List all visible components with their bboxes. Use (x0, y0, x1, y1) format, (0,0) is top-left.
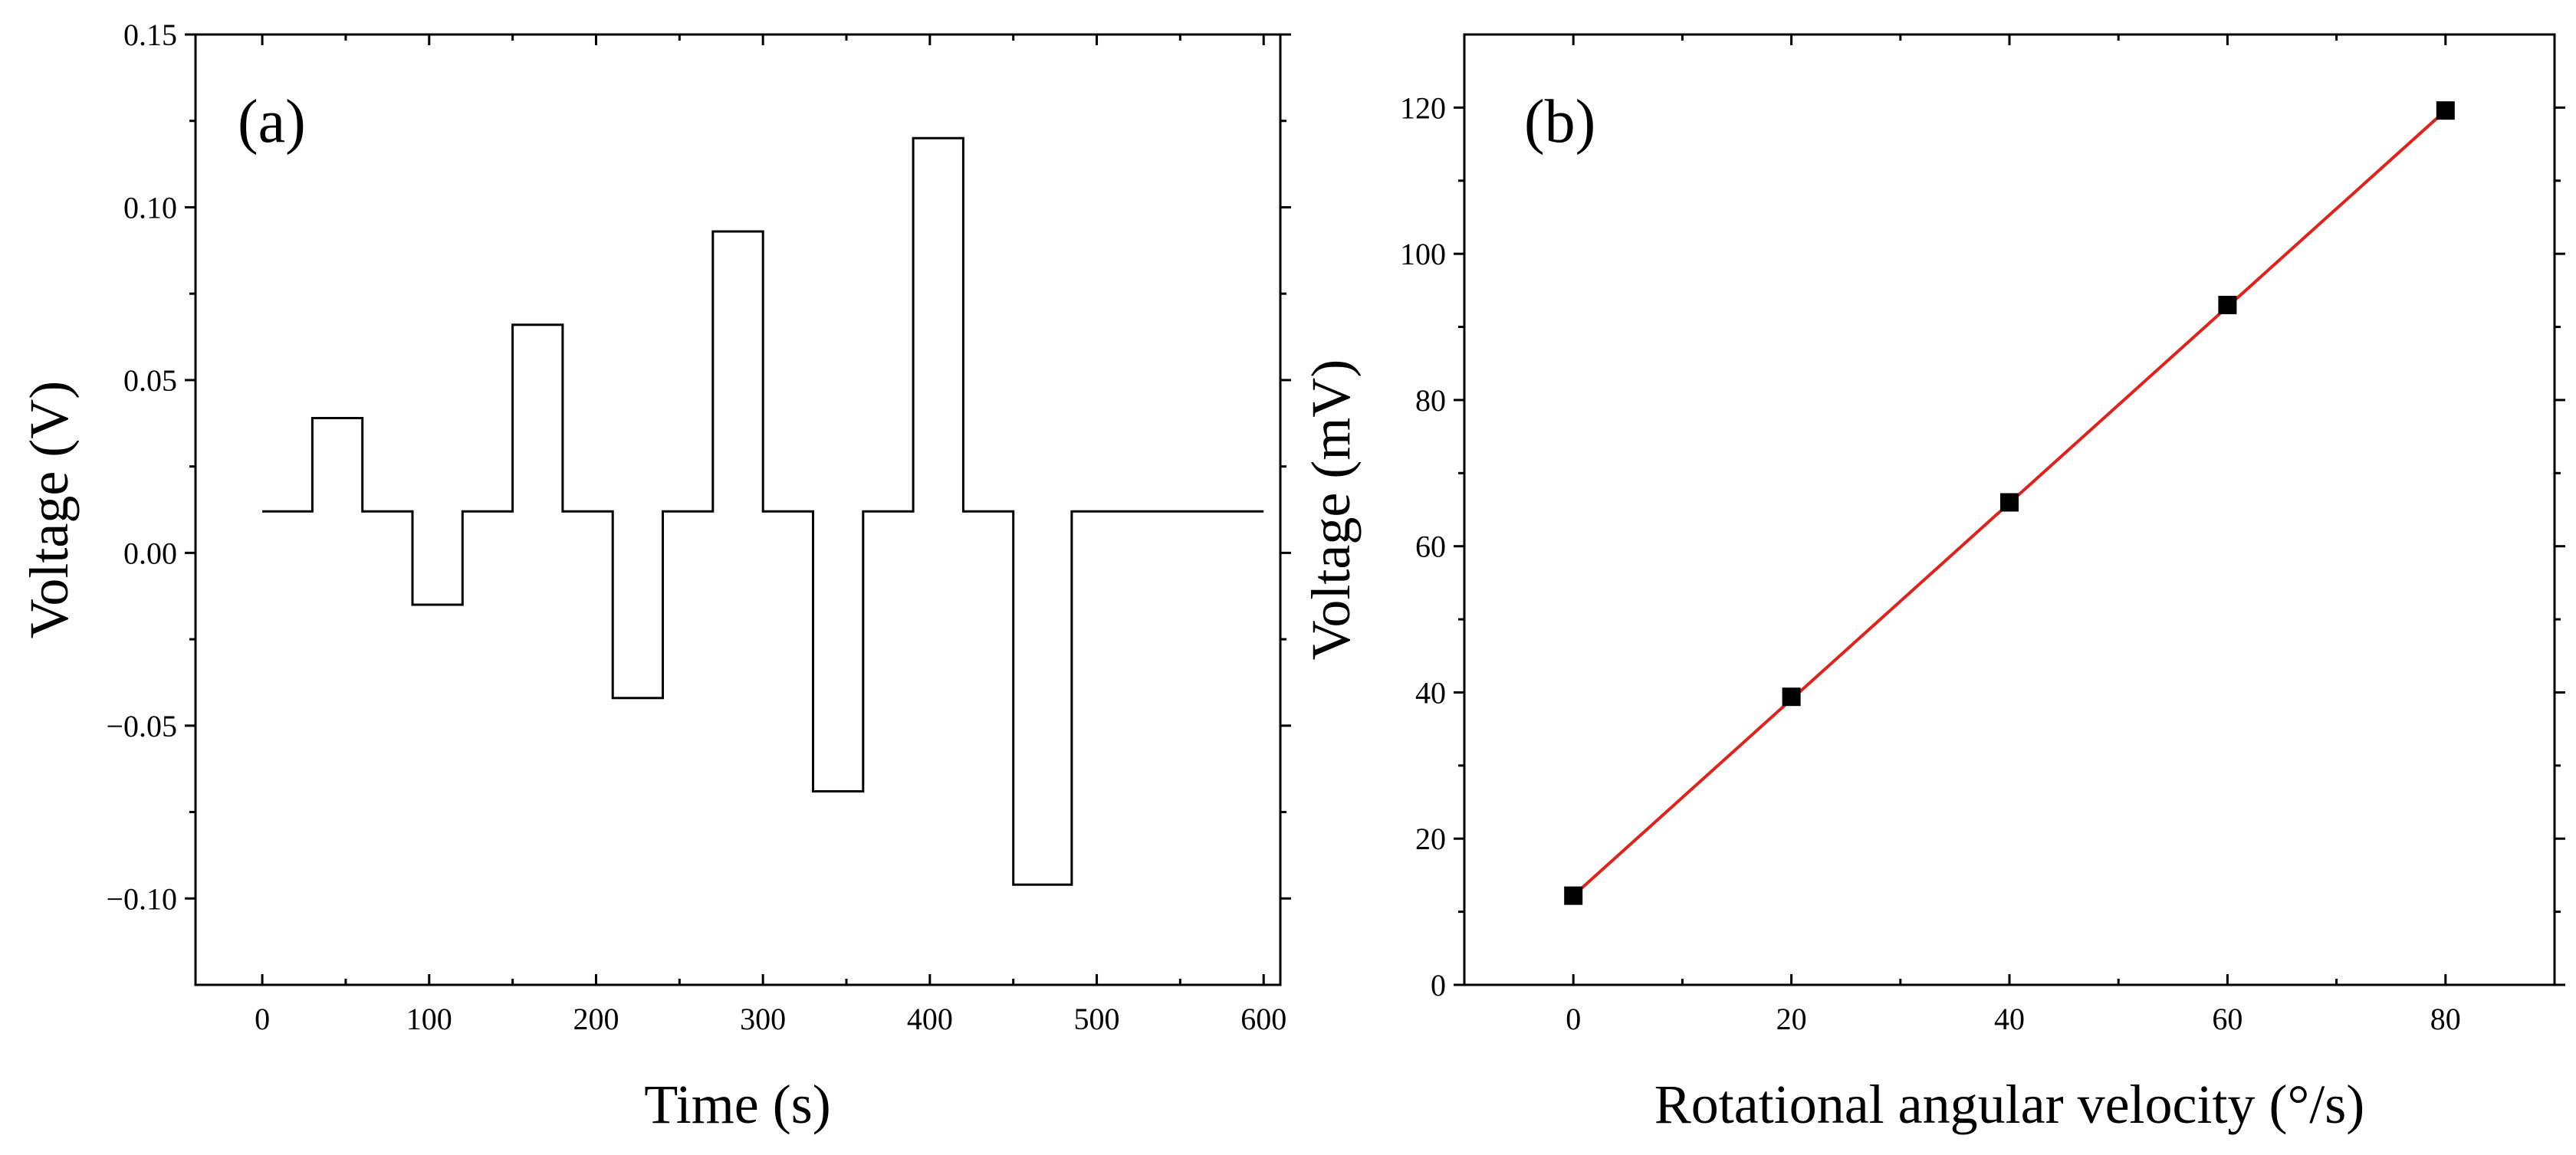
panel-b-ticks: 0 20 40 60 80 0 20 40 60 80 100 120 (1400, 34, 2565, 1036)
data-point (2436, 101, 2455, 120)
y-tick-label: 20 (1415, 822, 1446, 856)
panel-b-y-axis-title: Voltage (mV) (1300, 359, 1362, 661)
panel-b-marks (1564, 101, 2455, 905)
y-tick-label: 0.05 (123, 363, 177, 398)
data-point (1564, 886, 1583, 905)
x-tick-label: 20 (1776, 1002, 1807, 1036)
y-tick-label: 0.10 (123, 190, 177, 225)
y-tick-label: 60 (1415, 530, 1446, 564)
panel-a-x-axis-title: Time (s) (644, 1074, 830, 1135)
x-tick-label: 600 (1240, 1002, 1286, 1036)
voltage-trace (262, 136, 1264, 886)
y-tick-label: 120 (1400, 90, 1446, 125)
data-point (2218, 295, 2237, 314)
x-tick-label: 60 (2212, 1002, 2242, 1036)
y-tick-label: 80 (1415, 383, 1446, 418)
y-tick-label: −0.05 (106, 709, 177, 743)
x-tick-label: 40 (1994, 1002, 2025, 1036)
panel-a-y-axis-title: Voltage (V) (18, 381, 80, 639)
panel-b-plot: 0 20 40 60 80 0 20 40 60 80 100 120 (b) Rotational … (1300, 33, 2565, 1135)
data-point (1782, 687, 1801, 707)
panel-b-x-axis-title: Rotational angular velocity (°/s) (1654, 1074, 2365, 1135)
panel-a-label: (a) (238, 88, 306, 156)
panel-a-ticks: 0 100 200 300 400 500 600 −0.10 −0.05 0.00 0.05 0.1… (106, 18, 1291, 1036)
x-tick-label: 80 (2430, 1002, 2461, 1036)
panel-b-label: (b) (1524, 88, 1595, 156)
panel-a-frame (194, 33, 1282, 986)
x-tick-label: 500 (1074, 1002, 1120, 1036)
panel-a-plot: 0 100 200 300 400 500 600 −0.10 −0.05 0.00 0.05 0.1… (18, 18, 1291, 1135)
data-point (2000, 493, 2019, 512)
panel-a-marks (262, 136, 1264, 886)
x-tick-label: 0 (1566, 1002, 1581, 1036)
y-tick-label: 0 (1431, 968, 1446, 1002)
y-tick-label: 100 (1400, 237, 1446, 271)
x-tick-label: 200 (573, 1002, 619, 1036)
x-tick-label: 0 (255, 1002, 270, 1036)
x-tick-label: 300 (740, 1002, 786, 1036)
y-tick-label: 0.00 (123, 536, 177, 570)
x-tick-label: 400 (907, 1002, 953, 1036)
y-tick-label: 40 (1415, 675, 1446, 710)
y-tick-label: 0.15 (123, 18, 177, 52)
y-tick-label: −0.10 (106, 881, 177, 916)
x-tick-label: 100 (406, 1002, 452, 1036)
